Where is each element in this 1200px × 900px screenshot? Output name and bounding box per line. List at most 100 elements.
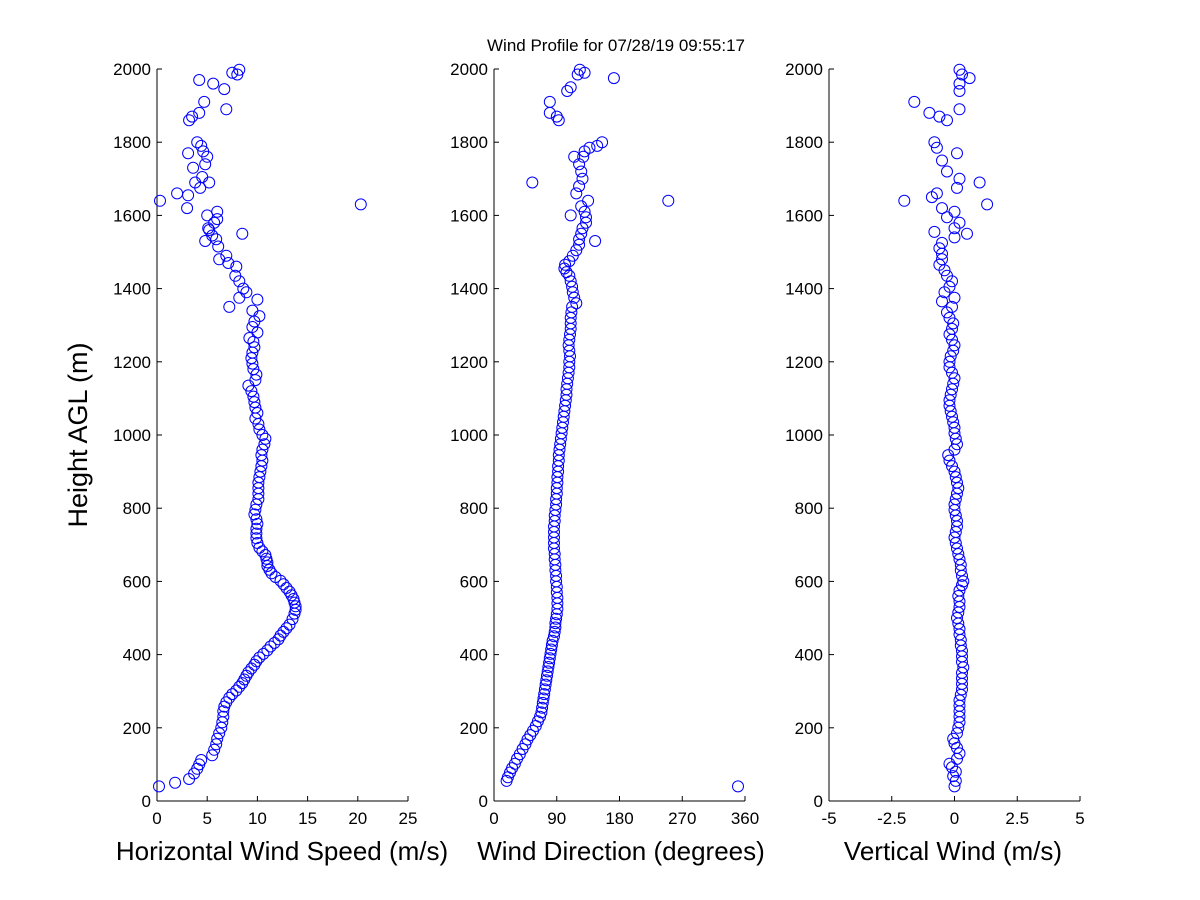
data-point: [941, 114, 953, 127]
data-point: [264, 640, 277, 653]
data-point: [549, 617, 562, 630]
data-point: [948, 465, 961, 478]
data-point: [286, 613, 299, 626]
y-tick-label: 1600: [450, 206, 488, 225]
data-point: [283, 618, 296, 631]
x-axis-label: Horizontal Wind Speed (m/s): [116, 836, 448, 866]
y-tick-label: 1600: [113, 206, 151, 225]
x-ticks: 0 5 10 15 20 25: [152, 796, 417, 828]
data-point: [197, 145, 210, 158]
data-point: [354, 198, 367, 211]
data-point: [240, 286, 253, 299]
x-tick-label: 0: [950, 809, 959, 828]
data-point: [236, 227, 249, 240]
data-point: [953, 216, 966, 229]
data-point: [949, 765, 962, 778]
x-tick-label: 360: [731, 809, 759, 828]
data-point: [248, 341, 261, 354]
y-tick-label: 1000: [785, 426, 823, 445]
data-point: [537, 692, 550, 705]
data-point: [566, 300, 579, 313]
data-point: [564, 81, 577, 94]
data-point: [946, 460, 958, 473]
vertical-wind-panel: -5 -2.5 0 2.5 5 0 200 400 600 800 1000 1200 1400 160…: [785, 60, 1085, 866]
data-point: [202, 222, 215, 235]
data-point: [951, 181, 963, 194]
data-point: [539, 678, 552, 691]
data-point: [948, 205, 961, 218]
data-point: [943, 311, 956, 324]
data-point: [541, 669, 553, 682]
y-tick-label: 1400: [113, 280, 151, 299]
data-point: [269, 571, 282, 583]
x-tick-label: 90: [547, 809, 566, 828]
data-point: [223, 300, 236, 313]
y-ticks: 0 200 400 600 800 1000 1200 1400 1600 1800 2000: [450, 60, 499, 811]
data-point: [198, 95, 211, 108]
data-point: [946, 300, 958, 313]
data-point: [237, 282, 250, 295]
data-point: [948, 780, 961, 793]
data-point: [250, 527, 263, 540]
data-point: [230, 260, 243, 273]
data-point: [245, 385, 258, 398]
data-point: [946, 410, 958, 423]
data-point: [943, 280, 956, 293]
data-point: [169, 776, 182, 789]
data-point: [946, 366, 958, 379]
data-point: [948, 372, 961, 385]
data-point: [220, 249, 233, 262]
data-point: [540, 674, 553, 687]
data-point: [928, 225, 941, 238]
data-point: [936, 154, 948, 167]
y-tick-label: 1800: [113, 133, 151, 152]
data-point: [206, 749, 219, 762]
y-tick-label: 600: [460, 572, 488, 591]
data-point: [191, 136, 204, 149]
y-tick-label: 400: [123, 646, 151, 665]
data-point: [259, 549, 272, 561]
data-point: [559, 258, 572, 271]
data-point: [908, 95, 921, 108]
data-point: [951, 542, 963, 555]
y-tick-label: 1200: [450, 353, 488, 372]
data-point: [226, 66, 239, 79]
data-point: [928, 136, 941, 149]
data-point: [207, 77, 220, 90]
data-points: [500, 63, 744, 793]
y-tick-label: 1400: [785, 280, 823, 299]
data-point: [251, 537, 264, 549]
x-tick-label: 5: [1075, 809, 1084, 828]
data-point: [283, 585, 296, 598]
data-point: [534, 710, 546, 723]
data-point: [250, 522, 263, 535]
data-point: [199, 158, 212, 171]
data-point: [538, 688, 551, 701]
data-point: [933, 242, 946, 255]
data-point: [560, 266, 573, 279]
data-point: [220, 103, 233, 116]
data-point: [548, 630, 560, 643]
data-point: [947, 416, 960, 429]
data-point: [607, 72, 620, 85]
data-point: [963, 72, 976, 85]
data-point: [570, 187, 583, 200]
data-point: [946, 383, 958, 396]
data-point: [944, 350, 957, 363]
data-points: [153, 63, 367, 793]
data-point: [210, 738, 223, 751]
x-tick-label: 0: [489, 809, 498, 828]
y-tick-label: 800: [460, 499, 488, 518]
data-point: [582, 194, 595, 207]
data-point: [573, 233, 586, 246]
data-point: [953, 85, 966, 97]
data-point: [217, 710, 230, 723]
data-point: [943, 454, 956, 467]
data-point: [981, 198, 994, 211]
x-tick-label: 180: [605, 809, 633, 828]
data-point: [662, 194, 675, 207]
x-tick-label: 10: [248, 809, 267, 828]
data-point: [546, 634, 559, 647]
